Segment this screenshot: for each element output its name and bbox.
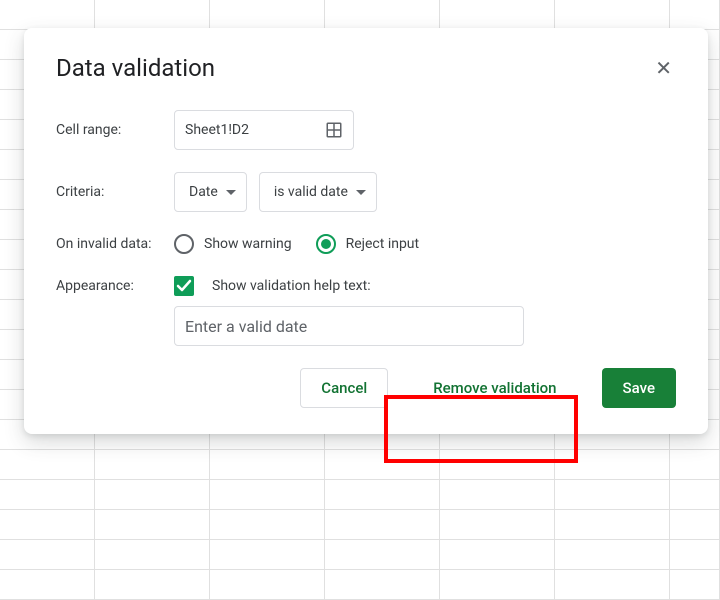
close-icon[interactable]: ✕ <box>651 54 676 82</box>
help-text-input[interactable]: Enter a valid date <box>174 306 524 346</box>
radio-unchecked-icon <box>174 234 194 254</box>
show-warning-option[interactable]: Show warning <box>174 234 292 254</box>
help-text-value: Enter a valid date <box>185 317 307 336</box>
reject-input-label: Reject input <box>346 236 420 252</box>
cell-range-row: Cell range: Sheet1!D2 <box>56 110 676 150</box>
grid-select-icon[interactable] <box>325 121 343 139</box>
criteria-type-dropdown[interactable]: Date <box>174 172 247 212</box>
radio-checked-icon <box>316 234 336 254</box>
appearance-label: Appearance: <box>56 278 174 294</box>
data-validation-dialog: Data validation ✕ Cell range: Sheet1!D2 … <box>24 28 708 434</box>
appearance-checkbox-label: Show validation help text: <box>212 278 371 294</box>
button-row: Cancel Remove validation Save <box>56 368 676 408</box>
criteria-condition-value: is valid date <box>274 184 348 200</box>
cancel-button[interactable]: Cancel <box>300 368 388 408</box>
remove-validation-button[interactable]: Remove validation <box>412 368 577 408</box>
cell-range-value: Sheet1!D2 <box>185 122 249 138</box>
criteria-row: Criteria: Date is valid date <box>56 172 676 212</box>
criteria-label: Criteria: <box>56 184 174 200</box>
criteria-condition-dropdown[interactable]: is valid date <box>259 172 377 212</box>
invalid-data-row: On invalid data: Show warning Reject inp… <box>56 234 676 254</box>
criteria-type-value: Date <box>189 184 218 200</box>
cell-range-label: Cell range: <box>56 122 174 138</box>
reject-input-option[interactable]: Reject input <box>316 234 420 254</box>
cell-range-input[interactable]: Sheet1!D2 <box>174 110 354 150</box>
help-text-row: Enter a valid date <box>174 306 524 346</box>
chevron-down-icon <box>356 190 366 195</box>
chevron-down-icon <box>226 190 236 195</box>
invalid-data-label: On invalid data: <box>56 236 174 252</box>
appearance-row: Appearance: Show validation help text: <box>56 276 676 296</box>
save-button[interactable]: Save <box>602 368 676 408</box>
appearance-checkbox[interactable] <box>174 276 194 296</box>
show-warning-label: Show warning <box>204 236 292 252</box>
check-icon <box>176 278 192 294</box>
dialog-title: Data validation <box>56 54 215 82</box>
